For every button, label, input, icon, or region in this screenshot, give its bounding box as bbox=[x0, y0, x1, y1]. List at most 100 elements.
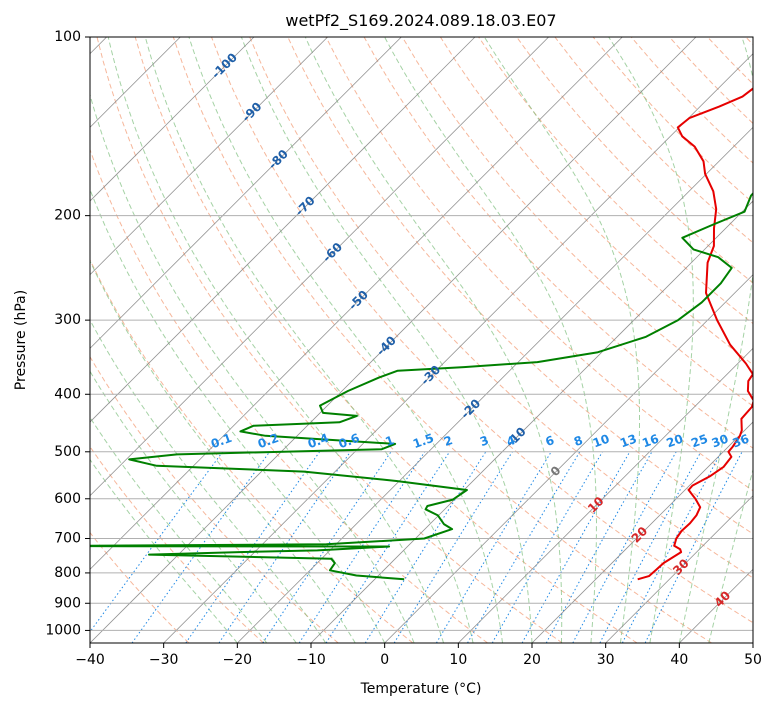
mixing-ratio-line bbox=[572, 451, 677, 643]
y-tick-label: 600 bbox=[54, 491, 81, 507]
dry-adiabat bbox=[401, 37, 753, 407]
dewpoint-line bbox=[90, 191, 753, 581]
moist-adiabat bbox=[384, 37, 597, 643]
dry-adiabat bbox=[325, 37, 753, 492]
x-tick-label: 30 bbox=[597, 652, 615, 668]
x-tick-label: 10 bbox=[449, 652, 467, 668]
mixing-ratio-line bbox=[545, 451, 653, 643]
y-tick-label: 1000 bbox=[45, 622, 81, 638]
moist-adiabat bbox=[608, 37, 694, 643]
x-tick-label: 0 bbox=[380, 652, 389, 668]
isotherm-line bbox=[531, 421, 753, 643]
y-tick-label: 400 bbox=[54, 386, 81, 402]
mixing-ratio-line bbox=[599, 451, 702, 643]
isotherm-line bbox=[752, 642, 753, 643]
y-tick-label: 200 bbox=[54, 208, 81, 224]
moist-adiabat bbox=[90, 259, 356, 643]
mixing-ratio-line bbox=[467, 451, 581, 643]
y-tick-label: 700 bbox=[54, 531, 81, 547]
mixing-ratio-label: 0.2 bbox=[256, 431, 281, 451]
isotherm-label: -40 bbox=[374, 333, 399, 358]
moist-adiabat bbox=[188, 37, 503, 643]
isotherm-label: -60 bbox=[320, 240, 345, 265]
isotherm-line bbox=[384, 274, 753, 643]
mixing-ratio-line bbox=[435, 451, 552, 643]
x-tick-label: 20 bbox=[523, 652, 541, 668]
mixing-ratio-label: 0.6 bbox=[337, 431, 362, 451]
mixing-ratio-label: 16 bbox=[640, 432, 660, 451]
dry-adiabat bbox=[172, 37, 712, 643]
plot-frame bbox=[89, 36, 754, 644]
isotherm-line bbox=[163, 53, 753, 643]
mixing-ratio-line bbox=[364, 451, 487, 643]
x-tick-label: −20 bbox=[223, 652, 253, 668]
y-tick-label: 500 bbox=[54, 444, 81, 460]
mixing-ratio-label: 10 bbox=[591, 432, 611, 451]
y-axis: 100 200 300 400 500 600 700 800 900 1000 bbox=[45, 29, 90, 638]
isotherm-label: -80 bbox=[266, 147, 291, 172]
dry-adiabat bbox=[669, 37, 753, 125]
isotherm-line bbox=[605, 495, 753, 643]
isotherm-label: 30 bbox=[670, 556, 692, 578]
mixing-ratio-label: 2 bbox=[442, 433, 455, 449]
x-axis: −40 −30 −20 −10 0 10 20 30 40 50 bbox=[75, 643, 762, 668]
isotherm-label: -100 bbox=[209, 50, 240, 81]
isotherm-line bbox=[90, 37, 623, 570]
sounding-series bbox=[90, 87, 753, 581]
chart-title: wetPf2_S169.2024.089.18.03.E07 bbox=[285, 11, 556, 31]
mixing-ratio-label: 1 bbox=[383, 433, 396, 449]
dry-adiabat bbox=[592, 37, 753, 204]
moist-adiabat bbox=[678, 37, 753, 643]
isotherm-label: -90 bbox=[239, 99, 264, 124]
mixing-ratio-label: 0.1 bbox=[209, 431, 234, 451]
isotherm-line bbox=[90, 37, 402, 349]
mixing-ratio-line bbox=[644, 451, 743, 643]
mixing-ratio-label: 13 bbox=[618, 432, 638, 451]
y-tick-label: 900 bbox=[54, 595, 81, 611]
isotherm-line bbox=[90, 37, 476, 423]
mixing-ratio-label: 25 bbox=[689, 432, 709, 451]
mixing-ratio-label: 20 bbox=[665, 432, 685, 451]
mixing-ratio-line bbox=[218, 451, 351, 643]
moist-adiabat bbox=[708, 467, 753, 643]
moist-adiabat bbox=[483, 37, 640, 643]
dry-adiabat bbox=[516, 37, 753, 284]
moist-adiabat bbox=[304, 37, 563, 643]
moist-adiabat bbox=[90, 416, 268, 643]
moist-adiabat bbox=[240, 37, 533, 643]
moist-adiabat bbox=[90, 188, 386, 643]
x-tick-label: 40 bbox=[670, 652, 688, 668]
dry-adiabat bbox=[439, 37, 753, 366]
y-tick-label: 100 bbox=[54, 29, 81, 45]
y-axis-label: Pressure (hPa) bbox=[13, 290, 29, 390]
dry-adiabat bbox=[134, 37, 638, 643]
moist-adiabat bbox=[107, 37, 445, 643]
dry-adiabat bbox=[554, 37, 753, 244]
dry-adiabat bbox=[211, 37, 753, 624]
dry-adiabat bbox=[478, 37, 753, 325]
mixing-ratio-label: 36 bbox=[731, 432, 751, 451]
isotherm-line bbox=[237, 126, 753, 643]
mixing-ratio-label: 30 bbox=[710, 432, 730, 451]
isotherm-line bbox=[90, 37, 549, 497]
isotherm-label: -50 bbox=[346, 288, 371, 313]
moist-adiabat bbox=[90, 458, 238, 643]
x-tick-label: −40 bbox=[75, 652, 105, 668]
dry-adiabat bbox=[90, 531, 190, 643]
isotherm-line bbox=[310, 200, 753, 643]
isotherm-label: 0 bbox=[548, 463, 564, 479]
dry-adiabat bbox=[90, 445, 264, 643]
mixing-ratio-label: 1.5 bbox=[411, 431, 436, 451]
dry-adiabat bbox=[90, 355, 339, 643]
isotherm-label: -20 bbox=[458, 396, 483, 421]
isotherm-label: -70 bbox=[293, 193, 318, 218]
background-line-labels: -100-90-80-70-60-50-40-30-20-10010203040… bbox=[209, 50, 751, 610]
isotherm-line bbox=[90, 37, 697, 643]
x-tick-label: 50 bbox=[744, 652, 762, 668]
dry-adiabat bbox=[90, 148, 488, 643]
dry-adiabat bbox=[96, 37, 563, 643]
dry-adiabat bbox=[707, 37, 753, 85]
isotherm-label: 10 bbox=[585, 494, 607, 516]
mixing-ratio-label: 8 bbox=[572, 433, 585, 449]
moist-adiabat bbox=[144, 37, 474, 643]
